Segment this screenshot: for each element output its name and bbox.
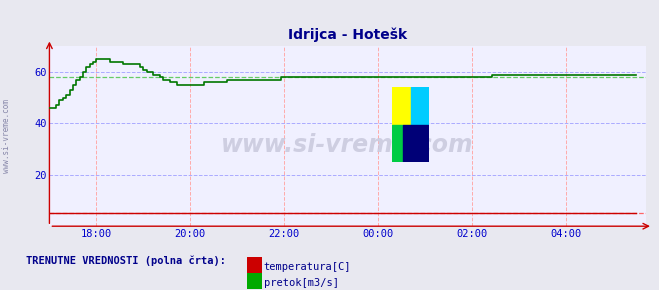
Text: www.si-vreme.com: www.si-vreme.com [2,99,11,173]
Text: TRENUTNE VREDNOSTI (polna črta):: TRENUTNE VREDNOSTI (polna črta): [26,255,226,266]
Text: pretok[m3/s]: pretok[m3/s] [264,278,339,288]
Bar [411,87,429,125]
Text: temperatura[C]: temperatura[C] [264,262,351,272]
Bar [392,87,411,125]
Title: Idrijca - Hotešk: Idrijca - Hotešk [288,28,407,42]
Bar [392,125,403,162]
Text: www.si-vreme.com: www.si-vreme.com [221,133,474,157]
Bar [403,125,429,162]
